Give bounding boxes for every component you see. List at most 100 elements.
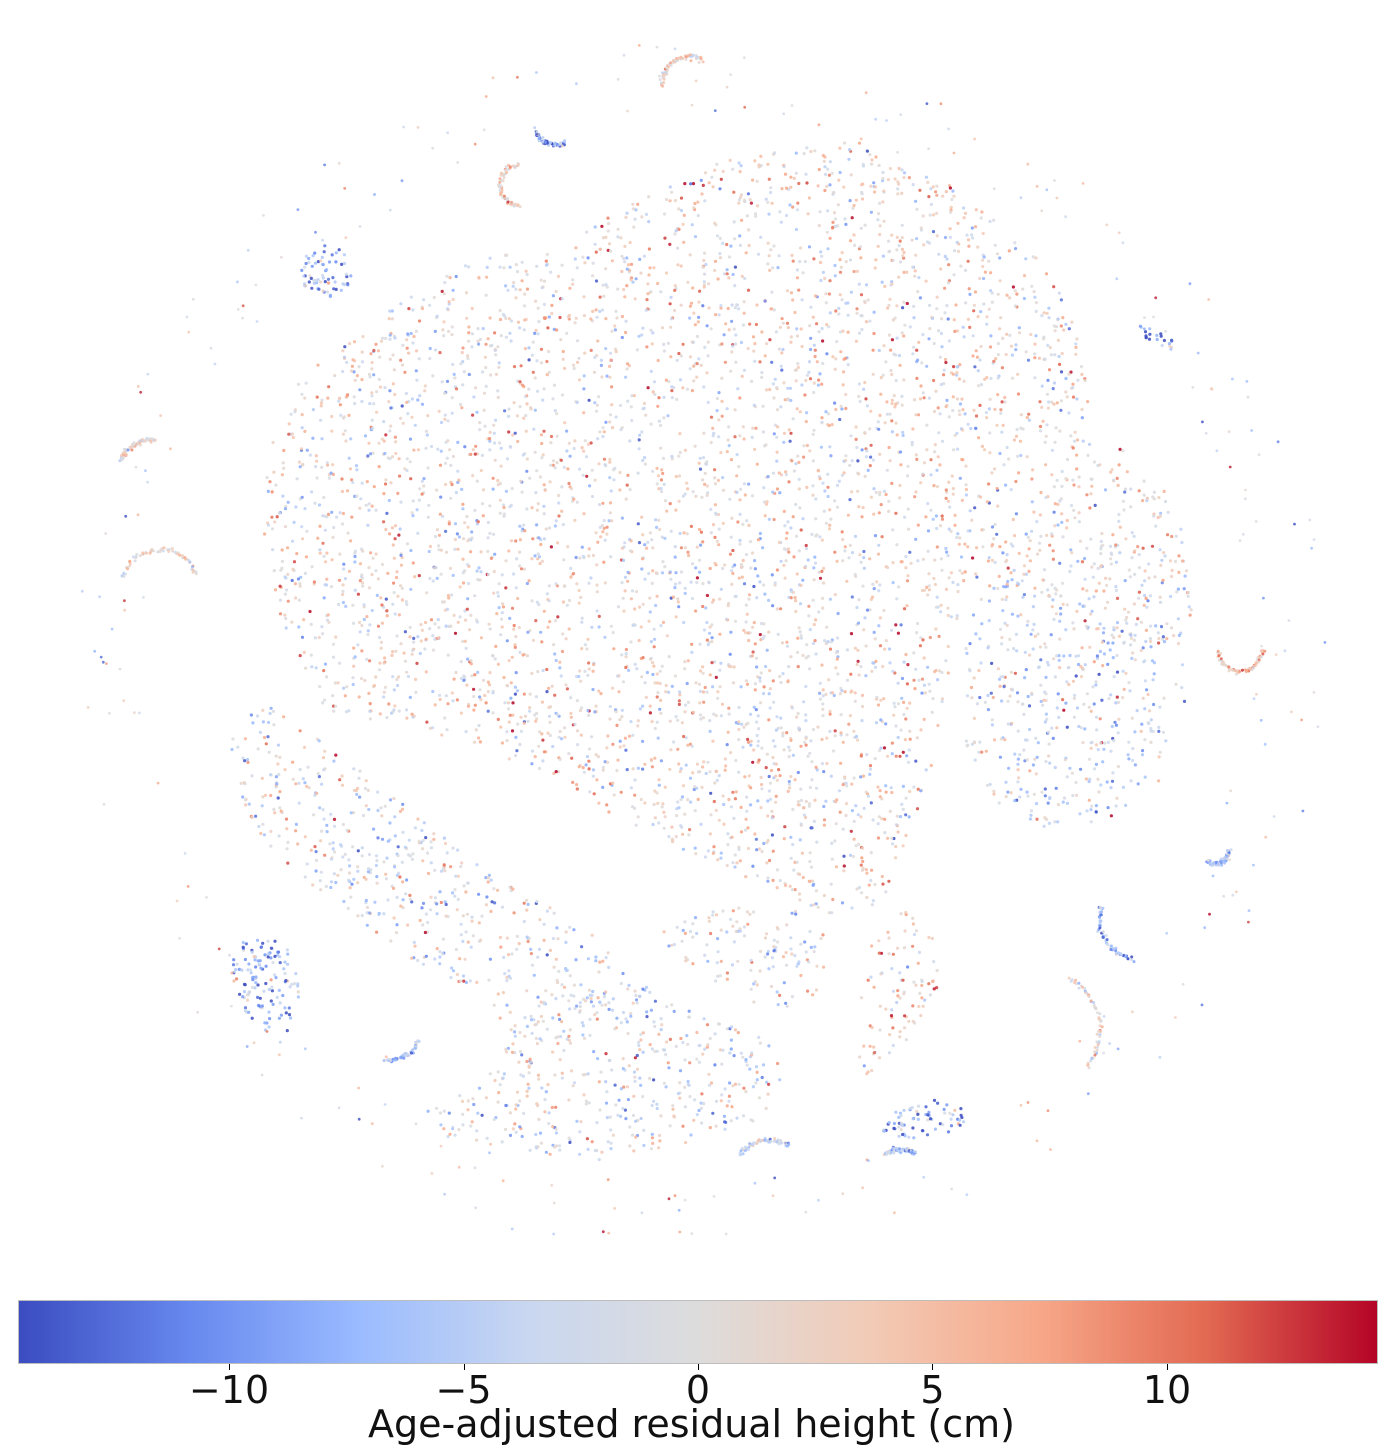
scatter-point [716,277,720,281]
scatter-point [601,785,605,790]
scatter-point [383,451,387,456]
scatter-point [768,797,773,801]
scatter-point [797,181,801,186]
scatter-point [379,646,383,650]
scatter-point [698,642,702,646]
scatter-point [970,226,974,230]
scatter-point [666,414,670,418]
scatter-point [783,524,787,528]
scatter-point [1078,812,1082,816]
scatter-point [453,522,458,526]
scatter-point [1045,423,1049,427]
scatter-point [590,468,594,472]
scatter-point [331,463,335,467]
scatter-point [510,729,515,733]
scatter-point [755,848,759,852]
scatter-point [913,687,917,691]
scatter-point [558,666,562,670]
scatter-point [769,768,774,773]
scatter-point [646,540,650,545]
scatter-point [1157,641,1161,645]
scatter-point [577,765,581,769]
scatter-point [752,705,756,709]
scatter-point [382,492,386,496]
scatter-point [389,406,393,410]
scatter-point [665,634,669,638]
scatter-point [972,309,976,313]
scatter-point [695,576,700,580]
scatter-point [422,298,426,302]
scatter-point [509,696,513,700]
scatter-point [1139,620,1143,624]
scatter-point [560,263,564,267]
scatter-point [898,260,903,264]
scatter-point [882,189,886,193]
scatter-point [870,158,874,162]
scatter-point [1169,594,1173,599]
scatter-point [611,686,615,690]
scatter-point [464,646,468,651]
scatter-point [889,348,893,352]
scatter-point [426,466,430,470]
scatter-point [653,726,657,731]
scatter-point [640,333,644,337]
scatter-point [660,664,664,668]
scatter-point [940,697,945,701]
scatter-point [642,401,647,406]
scatter-point [956,447,960,451]
scatter-point [967,287,971,291]
scatter-point [1064,477,1068,481]
scatter-point [1032,510,1036,514]
scatter-point [655,720,659,724]
scatter-point [467,537,471,541]
scatter-point [978,740,982,744]
scatter-point [826,167,830,171]
scatter-point [668,570,672,574]
scatter-point [924,515,928,519]
scatter-point [643,543,647,547]
scatter-point [651,331,655,335]
scatter-point [473,703,477,707]
scatter-point [754,708,758,712]
scatter-point [990,558,995,563]
scatter-point [1081,439,1085,443]
scatter-point [969,685,974,690]
scatter-point [698,570,702,574]
scatter-point [1034,772,1038,776]
scatter-point [341,511,345,516]
scatter-point [407,351,411,355]
scatter-point [788,203,792,207]
scatter-point [818,210,822,214]
scatter-point [488,439,492,443]
scatter-point [341,369,345,374]
scatter-point [1187,605,1191,609]
scatter-point [538,730,542,734]
scatter-point [701,671,705,675]
scatter-point [380,336,384,340]
scatter-point [771,755,775,760]
scatter-point [573,722,577,727]
scatter-point [571,780,575,785]
scatter-point [545,953,549,957]
scatter-point [881,170,885,175]
scatter-point [470,674,474,678]
scatter-point [578,708,583,713]
scatter-point [864,283,869,287]
scatter-point [602,519,606,523]
scatter-point [709,440,713,445]
scatter-point [1019,787,1023,791]
scatter-point [642,406,646,410]
scatter-point [731,272,735,277]
scatter-point [695,580,699,585]
scatter-point [696,200,700,204]
scatter-point [428,576,432,581]
scatter-point [905,270,909,274]
scatter-point [866,298,870,302]
scatter-point [367,502,371,506]
scatter-point [698,467,703,471]
scatter-point [878,452,882,456]
scatter-point [331,642,336,646]
scatter-point [713,221,717,225]
scatter-point [711,739,715,743]
scatter-point [1058,429,1062,433]
